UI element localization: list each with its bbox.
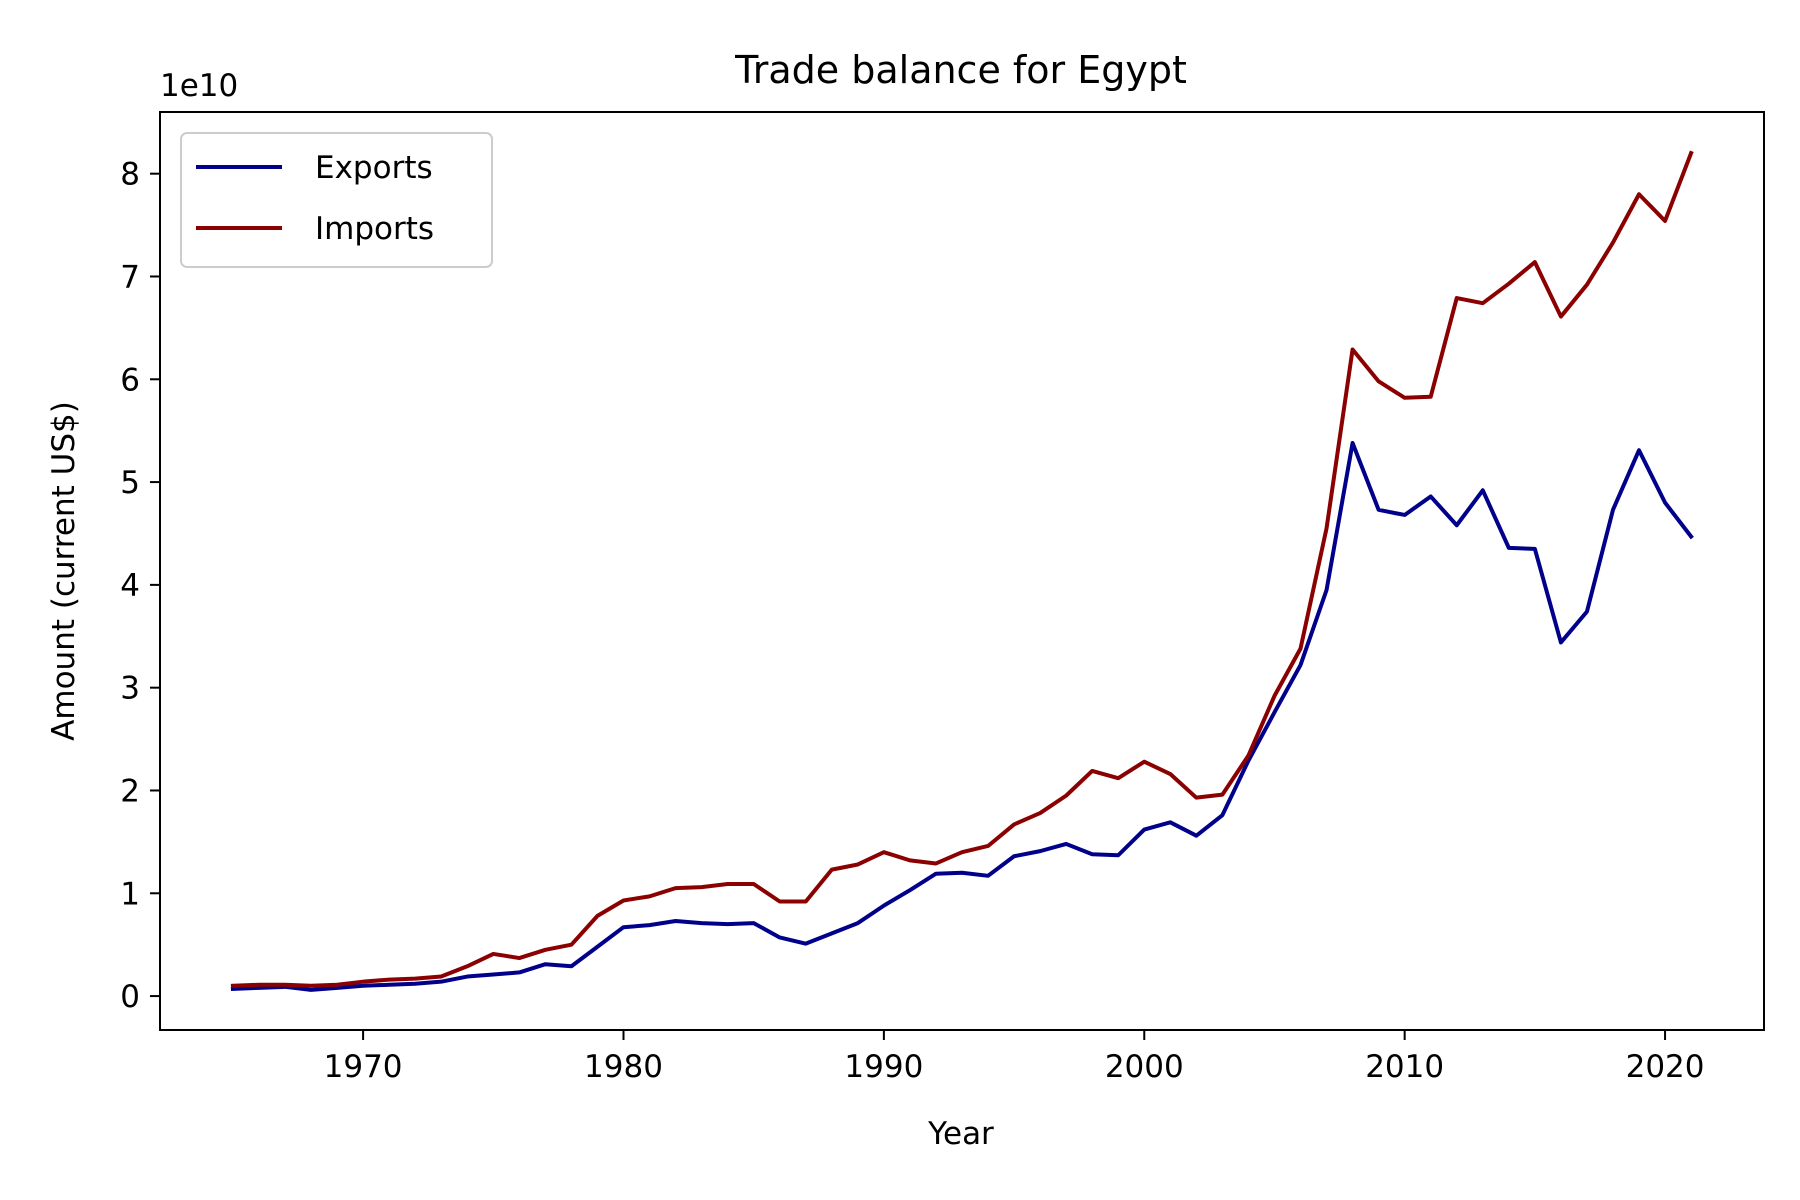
legend: Exports Imports [180,132,493,268]
x-tick-label: 1980 [584,1049,663,1085]
y-tick-label: 5 [120,465,140,501]
series-line-imports [230,150,1694,988]
y-tick-label: 8 [120,157,140,193]
x-axis-label: Year [927,1116,994,1152]
y-tick-label: 4 [120,568,140,604]
legend-label-exports: Exports [315,150,433,186]
y-tick-label: 7 [120,259,140,295]
x-tick-label: 2000 [1105,1049,1184,1085]
plot-frame [159,111,1765,1031]
y-tick-label: 1 [120,876,140,912]
x-tick-label: 2010 [1365,1049,1444,1085]
x-tick-label: 1970 [324,1049,403,1085]
y-tick-label: 0 [120,979,140,1015]
y-axis: 0 1 2 3 4 5 6 7 8 [120,157,160,1015]
y-axis-offset-label: 1e10 [160,68,238,104]
chart-title: Trade balance for Egypt [734,48,1187,92]
series-layer [230,150,1694,992]
y-tick-label: 3 [120,671,140,707]
y-tick-label: 2 [120,773,140,809]
x-tick-label: 2020 [1626,1049,1705,1085]
legend-label-imports: Imports [315,211,434,247]
x-tick-label: 1990 [844,1049,923,1085]
y-tick-label: 6 [120,362,140,398]
y-axis-label: Amount (current US$) [46,401,82,741]
x-axis: 1970 1980 1990 2000 2010 2020 [324,1030,1705,1085]
series-line-exports [230,441,1694,992]
